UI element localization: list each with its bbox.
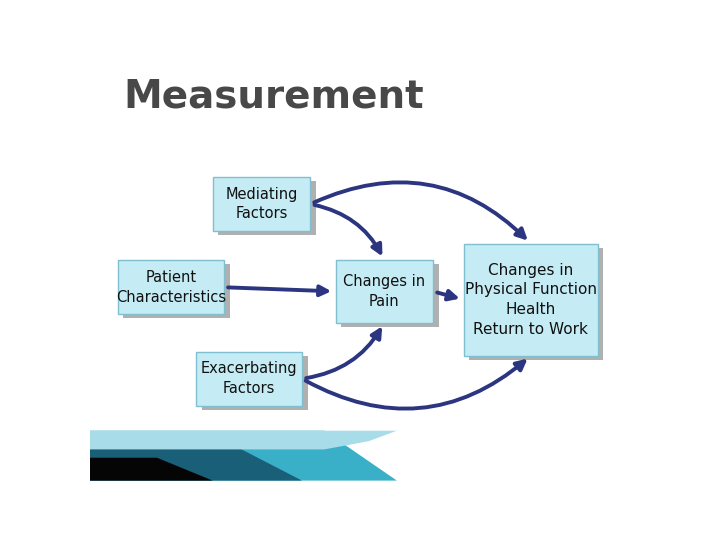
Text: Measurement: Measurement	[124, 77, 424, 115]
Text: Patient
Characteristics: Patient Characteristics	[116, 270, 226, 305]
FancyBboxPatch shape	[202, 356, 307, 410]
Polygon shape	[90, 458, 213, 481]
Text: Exacerbating
Factors: Exacerbating Factors	[201, 361, 297, 396]
FancyBboxPatch shape	[341, 265, 438, 327]
FancyBboxPatch shape	[213, 177, 310, 231]
Text: Changes in
Pain: Changes in Pain	[343, 274, 426, 309]
Polygon shape	[90, 431, 397, 449]
Text: Changes in
Physical Function
Health
Return to Work: Changes in Physical Function Health Retu…	[465, 262, 597, 337]
Polygon shape	[90, 443, 302, 481]
FancyBboxPatch shape	[196, 352, 302, 406]
FancyBboxPatch shape	[218, 181, 316, 235]
Text: Mediating
Factors: Mediating Factors	[225, 187, 298, 221]
FancyBboxPatch shape	[118, 260, 224, 314]
FancyBboxPatch shape	[464, 244, 598, 356]
FancyBboxPatch shape	[469, 248, 603, 360]
Polygon shape	[90, 431, 397, 481]
FancyBboxPatch shape	[124, 265, 230, 319]
FancyBboxPatch shape	[336, 260, 433, 322]
